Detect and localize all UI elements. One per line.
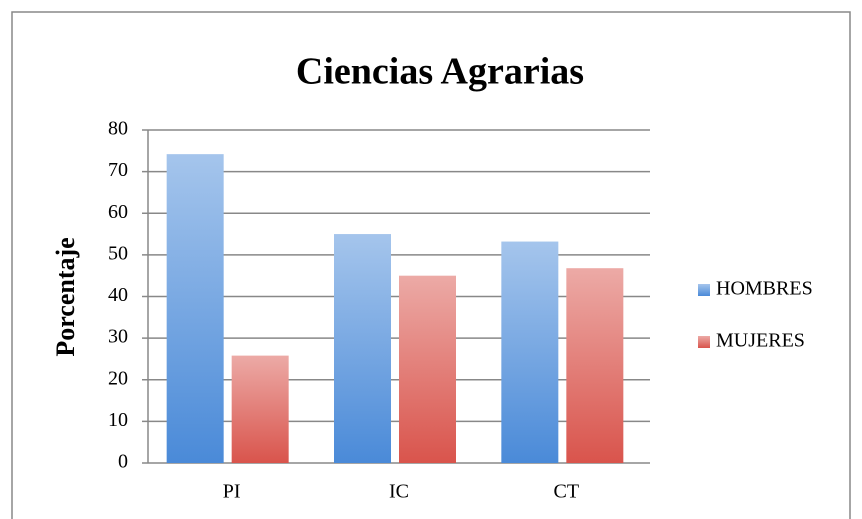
y-tick-label: 50 [108,242,128,264]
chart-title: Ciencias Agrarias [296,51,584,93]
y-tick-label: 20 [108,367,128,389]
y-tick-label: 30 [108,326,128,348]
bar [231,355,289,463]
y-tick-label: 80 [108,118,128,140]
x-tick-label: CT [554,481,580,503]
y-tick-label: 60 [108,201,128,223]
bar [399,275,456,463]
bar [334,234,391,463]
bar [166,154,224,463]
legend-swatch [698,284,710,296]
x-tick-label: IC [389,481,409,503]
y-tick-label: 0 [118,451,128,473]
bar [566,268,624,463]
y-tick-label: 10 [108,409,128,431]
legend-swatch [698,336,710,348]
x-tick-label: PI [223,481,241,503]
legend-label: MUJERES [716,330,805,352]
bar [501,241,559,463]
y-tick-label: 70 [108,159,128,181]
y-axis-label: Porcentaje [51,237,80,356]
legend-label: HOMBRES [716,278,813,300]
y-tick-label: 40 [108,284,128,306]
